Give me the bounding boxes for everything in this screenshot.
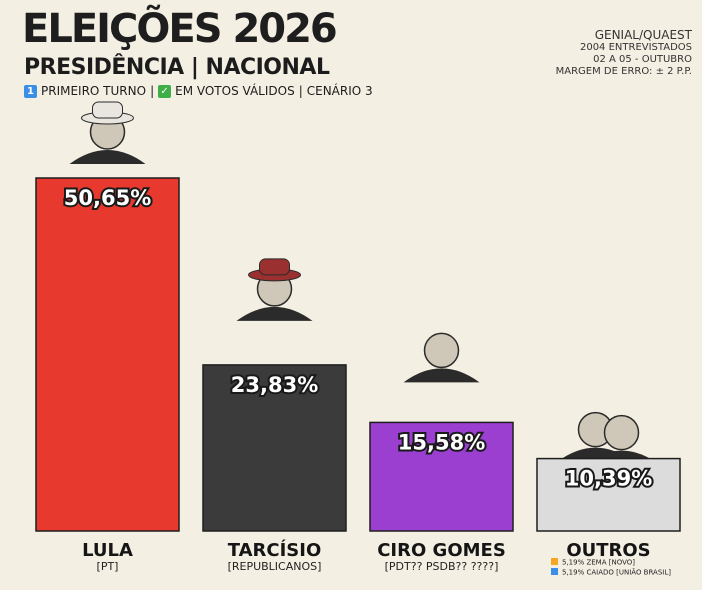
orange-square-icon [551,558,558,565]
tag-separator: | [150,84,155,98]
candidate-party-ciro-gomes: [PDT?? PSDB?? ????] [385,560,499,573]
page-subtitle: PRESIDÊNCIA | NACIONAL [24,55,330,80]
tag-scenario: CENÁRIO 3 [306,84,373,98]
candidate-party-lula: [PT] [97,560,119,573]
header-tags: 1 PRIMEIRO TURNO | ✓ EM VOTOS VÁLIDOS | … [24,84,373,98]
candidate-name-tarc-sio: TARCÍSIO [228,539,322,561]
tarc-sio-portrait [236,258,313,321]
bar-outros [536,457,681,532]
tag-separator: | [298,84,303,98]
legend-item: 5,19% CAIADO [UNIÃO BRASIL] [562,568,671,577]
tag-votes: EM VOTOS VÁLIDOS [175,84,295,98]
tag-round: PRIMEIRO TURNO [41,84,147,98]
bar-value-outros: 10,39% [565,467,652,491]
source-sample: 2004 ENTREVISTADOS [579,42,692,53]
source-name: GENIAL/QUAEST [594,28,692,42]
page-title: ELEIÇÕES 2026 [22,6,338,52]
ciro-gomes-portrait [403,332,480,383]
bar-tarc-sio [202,364,347,532]
bar-value-ciro-gomes: 15,58% [398,430,485,454]
blue-square-icon [551,568,558,575]
source-info: GENIAL/QUAEST 2004 ENTREVISTADOS 02 A 05… [556,28,692,78]
source-margin: MARGEM DE ERRO: ± 2 P.P. [555,66,692,77]
candidate-party-tarc-sio: [REPUBLICANOS] [228,560,322,573]
checkmark-icon: ✓ [158,84,172,98]
source-dates: 02 A 05 - OUTUBRO [593,54,692,65]
bar-value-lula: 50,65% [64,186,151,210]
bar-value-tarc-sio: 23,83% [231,373,318,397]
number-one-icon: 1 [24,84,37,98]
candidate-name-outros: OUTROS [566,540,650,561]
candidate-name-ciro-gomes: CIRO GOMES [377,540,506,561]
candidate-name-lula: LULA [82,540,133,561]
bar-ciro-gomes [369,421,514,532]
lula-portrait [69,101,146,164]
bar-lula [35,177,180,532]
legend-item: 5,19% ZEMA [NOVO] [562,559,635,567]
